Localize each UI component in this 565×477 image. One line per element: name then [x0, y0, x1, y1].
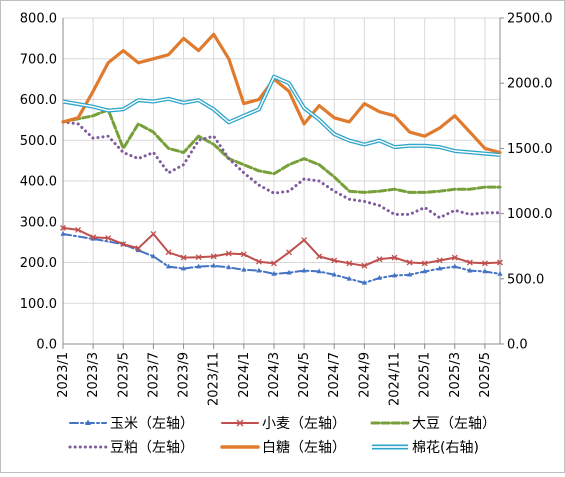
y-right-tick-label: 0.0	[507, 338, 528, 353]
y-left-tick-label: 400.0	[20, 175, 57, 190]
x-tick-label: 2023/1	[56, 352, 71, 398]
y-right-tick-label: 500.0	[507, 272, 544, 287]
y-left-tick-label: 200.0	[20, 256, 57, 271]
legend-label: 白糖（左轴）	[262, 440, 346, 456]
x-tick-label: 2024/9	[357, 352, 372, 398]
legend-label: 玉米（左轴）	[110, 416, 194, 432]
x-tick-label: 2025/3	[448, 352, 463, 398]
y-left-tick-label: 700.0	[20, 52, 57, 67]
y-left-tick-label: 100.0	[20, 297, 57, 312]
x-tick-label: 2023/7	[146, 352, 161, 398]
x-tick-label: 2024/5	[297, 352, 312, 398]
legend-label: 棉花(右轴)	[412, 439, 479, 456]
y-left-tick-label: 300.0	[20, 215, 57, 230]
x-tick-label: 2023/11	[207, 352, 222, 406]
x-tick-label: 2023/3	[86, 352, 101, 398]
x-tick-label: 2024/11	[388, 352, 403, 406]
y-left-tick-label: 0.0	[36, 338, 57, 353]
x-tick-label: 2024/1	[237, 352, 252, 398]
x-tick-label: 2024/7	[327, 352, 342, 398]
x-tick-label: 2023/5	[116, 352, 131, 398]
y-left-tick-label: 600.0	[20, 93, 57, 108]
x-tick-label: 2023/9	[177, 352, 192, 398]
x-tick-label: 2024/3	[267, 352, 282, 398]
y-left-tick-label: 500.0	[20, 134, 57, 149]
y-right-tick-label: 2000.0	[507, 77, 553, 92]
y-left-tick-label: 800.0	[20, 12, 57, 27]
y-right-tick-label: 2500.0	[507, 12, 553, 27]
legend-label: 豆粕（左轴）	[110, 440, 194, 456]
x-tick-label: 2025/1	[418, 352, 433, 398]
x-tick-label: 2025/5	[478, 352, 493, 398]
legend-label: 大豆（左轴）	[412, 416, 496, 432]
y-right-tick-label: 1500.0	[507, 142, 553, 157]
y-right-tick-label: 1000.0	[507, 207, 553, 222]
legend-label: 小麦（左轴）	[262, 416, 346, 432]
